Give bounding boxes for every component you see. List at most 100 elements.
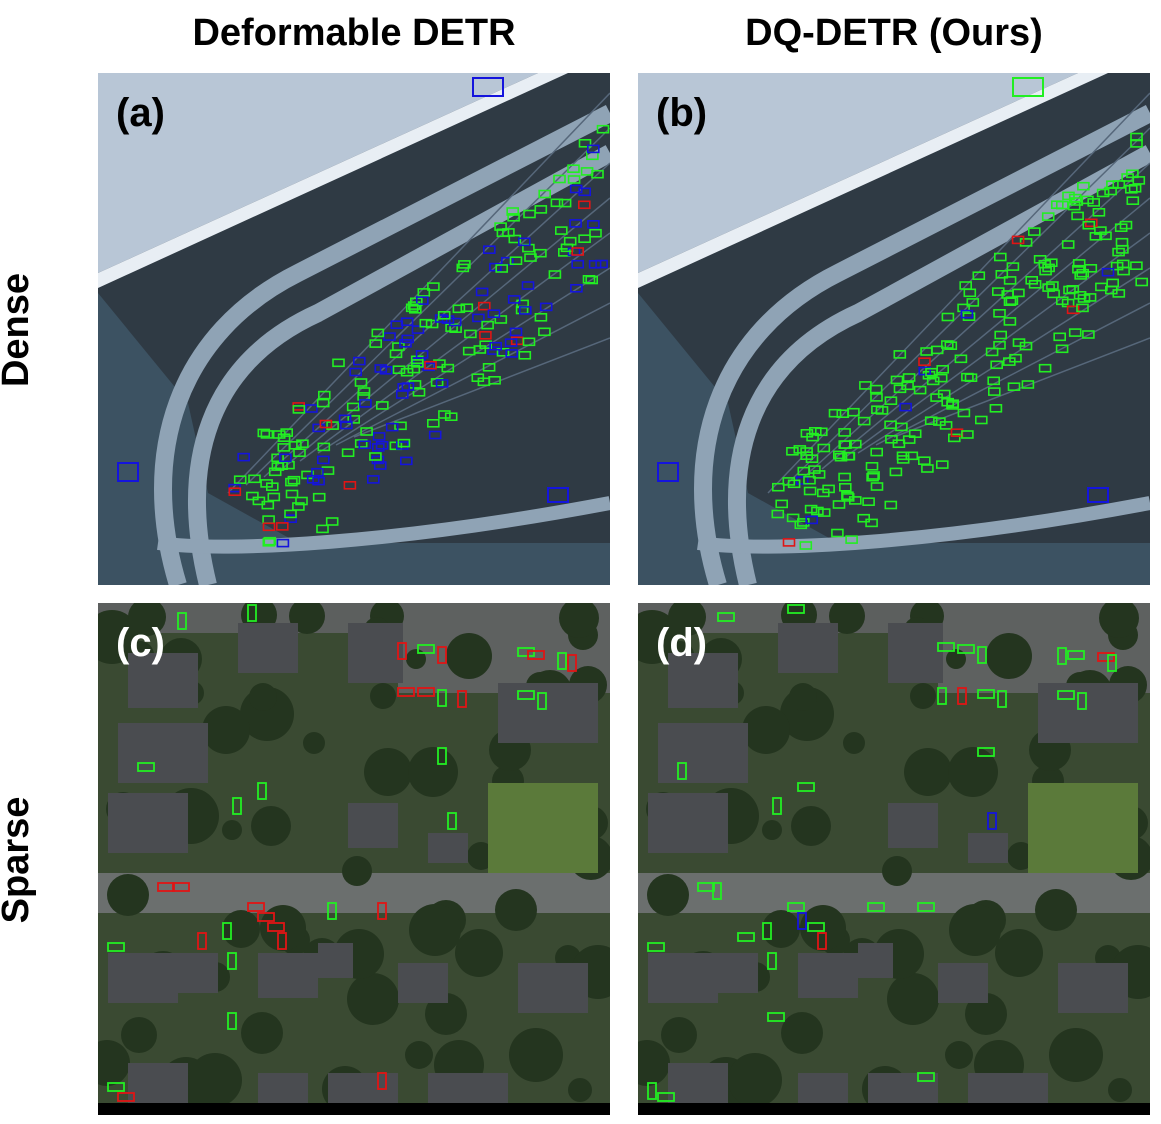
detection-box	[1087, 487, 1109, 503]
detection-box	[417, 687, 435, 697]
detection-box	[424, 360, 437, 370]
detection-box	[276, 538, 290, 548]
detection-box	[926, 376, 940, 386]
detection-box	[547, 487, 569, 503]
road	[694, 104, 1150, 585]
detection-box	[1002, 357, 1016, 366]
detection-box	[448, 317, 462, 327]
detection-box	[372, 432, 386, 441]
detection-box	[961, 430, 974, 439]
tree	[364, 748, 412, 796]
detection-box	[1089, 232, 1103, 241]
detection-box	[375, 440, 389, 450]
detection-box	[284, 509, 297, 519]
tree	[781, 1012, 823, 1054]
detection-box	[411, 359, 424, 368]
detection-boxes	[107, 604, 577, 1102]
panel-label-d: (d)	[656, 621, 708, 665]
detection-box	[456, 263, 470, 273]
detection-box	[862, 497, 875, 507]
detection-box	[272, 430, 286, 439]
detection-box	[834, 452, 848, 462]
tree	[222, 910, 260, 948]
detection-box	[435, 379, 449, 388]
detection-box	[1047, 289, 1060, 299]
detection-box	[354, 378, 368, 387]
panel-label-c: (c)	[116, 621, 165, 665]
tree	[303, 732, 325, 754]
panel-d-sparse-dq-detr: (d)	[638, 603, 1150, 1115]
road	[728, 145, 1150, 585]
tree	[121, 1017, 157, 1053]
detection-box	[767, 1012, 785, 1022]
detection-box	[305, 404, 318, 413]
detection-box	[921, 464, 934, 473]
tree	[829, 603, 865, 634]
detection-box	[257, 782, 267, 800]
detection-box	[884, 420, 897, 430]
detection-box	[417, 644, 435, 654]
tree	[742, 706, 790, 754]
tree	[949, 904, 1001, 956]
detection-box	[567, 164, 580, 173]
detection-box	[482, 245, 496, 254]
detection-box	[1071, 211, 1084, 221]
detection-box	[284, 514, 297, 524]
detection-box	[989, 403, 1003, 413]
detection-box	[246, 491, 259, 501]
detection-box	[800, 451, 813, 461]
detection-box	[1070, 197, 1084, 206]
detection-box	[375, 401, 389, 410]
detection-box	[865, 461, 879, 471]
detection-box	[1066, 305, 1080, 315]
detection-box	[521, 281, 535, 290]
detection-box	[447, 812, 457, 830]
detection-box	[1067, 650, 1085, 660]
detection-box	[875, 406, 889, 415]
lawn	[1028, 783, 1138, 873]
detection-box	[312, 492, 326, 502]
tree	[128, 603, 166, 636]
detection-box	[445, 323, 458, 332]
detection-box	[475, 287, 489, 297]
detection-box	[534, 248, 547, 258]
detection-boxes	[117, 77, 610, 548]
detection-box	[311, 467, 324, 477]
detection-box	[415, 350, 429, 359]
detection-box	[865, 518, 878, 528]
detection-box	[377, 1072, 387, 1090]
detection-box	[271, 453, 284, 463]
detection-box	[1007, 382, 1021, 392]
detection-box	[553, 174, 566, 184]
detection-box	[585, 275, 599, 285]
detection-box	[496, 228, 510, 238]
detection-box	[343, 480, 357, 490]
detection-box	[197, 932, 207, 950]
detection-box	[1068, 328, 1082, 337]
house-roof	[888, 623, 943, 683]
detection-box	[1117, 266, 1130, 276]
tree	[222, 820, 242, 840]
parking-line	[767, 92, 1150, 494]
detection-box	[332, 358, 345, 368]
detection-box	[495, 264, 509, 273]
detection-box	[494, 222, 507, 231]
detection-box	[807, 922, 825, 932]
detection-box	[257, 428, 271, 438]
detection-box	[1057, 647, 1067, 665]
detection-box	[987, 376, 1001, 386]
detection-box	[890, 375, 904, 385]
tree	[910, 683, 936, 709]
detection-box	[360, 427, 373, 436]
detection-box	[849, 496, 862, 505]
detection-box	[806, 432, 819, 442]
detection-box	[1019, 238, 1033, 247]
detection-box	[867, 471, 880, 480]
detection-box	[941, 397, 955, 407]
detection-box	[263, 536, 277, 546]
detection-box	[1130, 261, 1143, 270]
detection-box	[1003, 276, 1017, 285]
detection-box	[787, 604, 805, 614]
tree	[509, 1028, 563, 1082]
detection-box	[994, 330, 1008, 340]
